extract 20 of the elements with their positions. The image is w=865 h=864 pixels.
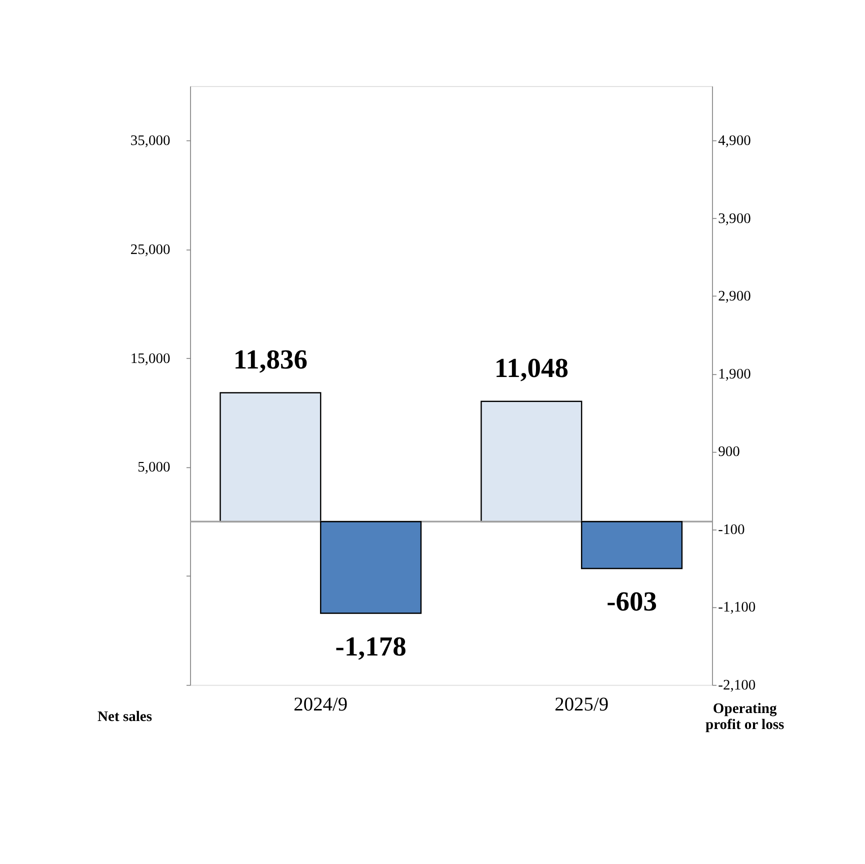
y-tick-label: 35,000 <box>130 133 170 150</box>
y2-axis-title: Operating profit or loss <box>706 700 785 734</box>
y2-tick-label: 1,900 <box>718 366 751 382</box>
data-label: -1,178 <box>335 630 406 662</box>
y2-tick-label: -1,100 <box>718 600 756 616</box>
y2-tick-label: 4,900 <box>718 133 751 150</box>
y-tick-label: 15,000 <box>130 350 170 367</box>
y2-tick-label: 2,900 <box>718 288 751 305</box>
x-tick-label: 2024/9 <box>294 694 348 716</box>
y-axis-title: Net sales <box>98 708 152 725</box>
y2-tick-label: -2,100 <box>718 677 756 694</box>
data-label: -603 <box>606 586 657 617</box>
y2-tick-label: 900 <box>718 444 740 460</box>
y2-tick-label: 3,900 <box>718 210 751 227</box>
data-label: 11,836 <box>233 343 308 374</box>
y2-tick-label: -100 <box>718 522 745 538</box>
y-tick-label: 5,000 <box>138 460 170 476</box>
data-label: 11,048 <box>494 352 568 384</box>
x-tick-label: 2025/9 <box>554 694 609 716</box>
y-tick-label: 25,000 <box>130 242 170 258</box>
